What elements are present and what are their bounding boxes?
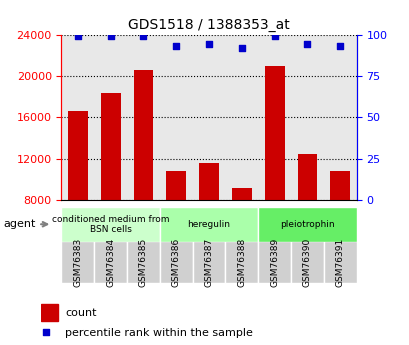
FancyBboxPatch shape: [160, 207, 258, 242]
Text: agent: agent: [3, 219, 47, 229]
FancyBboxPatch shape: [323, 241, 356, 283]
Bar: [199, 163, 218, 283]
Bar: [133, 70, 153, 283]
FancyBboxPatch shape: [225, 241, 258, 283]
Point: [271, 33, 277, 39]
Bar: [101, 93, 120, 283]
Point: [303, 42, 310, 47]
Text: GSM76384: GSM76384: [106, 238, 115, 287]
Text: GSM76390: GSM76390: [302, 238, 311, 287]
FancyBboxPatch shape: [61, 241, 94, 283]
Text: GSM76383: GSM76383: [73, 238, 82, 287]
FancyBboxPatch shape: [290, 241, 323, 283]
Text: GSM76387: GSM76387: [204, 238, 213, 287]
FancyBboxPatch shape: [127, 241, 160, 283]
FancyBboxPatch shape: [192, 241, 225, 283]
Point: [205, 42, 212, 47]
Bar: [330, 171, 349, 283]
FancyBboxPatch shape: [61, 207, 160, 242]
Text: GSM76385: GSM76385: [139, 238, 148, 287]
FancyBboxPatch shape: [160, 241, 192, 283]
Bar: [166, 171, 186, 283]
Bar: [68, 111, 88, 283]
Text: GSM76386: GSM76386: [171, 238, 180, 287]
Text: GSM76389: GSM76389: [270, 238, 279, 287]
Bar: [264, 66, 284, 283]
Text: pleiotrophin: pleiotrophin: [279, 220, 334, 229]
Text: heregulin: heregulin: [187, 220, 230, 229]
Text: GSM76388: GSM76388: [237, 238, 246, 287]
Point: [107, 33, 114, 39]
Point: [336, 43, 343, 49]
Text: percentile rank within the sample: percentile rank within the sample: [65, 328, 253, 338]
Bar: [231, 188, 251, 283]
Bar: [297, 154, 317, 283]
Point: [140, 33, 146, 39]
FancyBboxPatch shape: [258, 207, 356, 242]
Point: [74, 33, 81, 39]
Point: [238, 45, 245, 50]
Title: GDS1518 / 1388353_at: GDS1518 / 1388353_at: [128, 18, 289, 32]
Text: conditioned medium from
BSN cells: conditioned medium from BSN cells: [52, 215, 169, 234]
Text: GSM76391: GSM76391: [335, 238, 344, 287]
Bar: [41, 304, 58, 321]
Point: [259, 235, 265, 241]
Point: [173, 43, 179, 49]
FancyBboxPatch shape: [258, 241, 290, 283]
FancyBboxPatch shape: [94, 241, 127, 283]
Text: count: count: [65, 308, 97, 317]
